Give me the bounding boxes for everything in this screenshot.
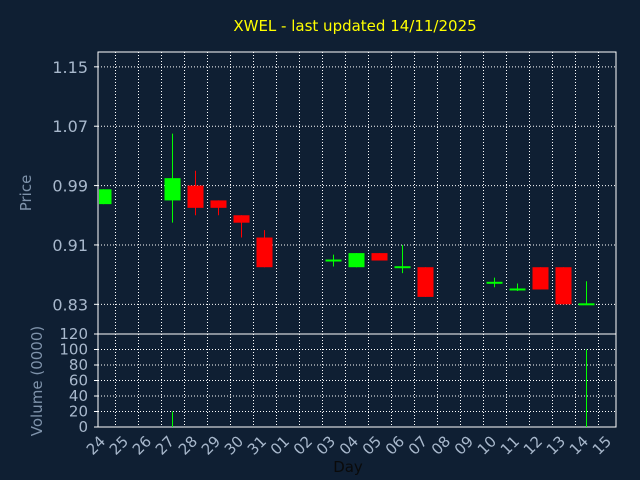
price-tick-label: 0.91 xyxy=(52,236,88,255)
candle-body xyxy=(164,178,181,201)
volume-axis-label: Volume (0000) xyxy=(28,326,46,436)
candle-body xyxy=(555,267,572,305)
x-ticks: 2425262728293031010203040506070809101112… xyxy=(83,432,615,458)
candle-body xyxy=(187,185,204,208)
candle-body xyxy=(99,189,112,205)
price-grid xyxy=(98,52,616,334)
price-y-ticks: 1.15 1.07 0.99 0.91 0.83 xyxy=(52,58,98,314)
volume-bars xyxy=(172,349,587,427)
volume-tick-label: 0 xyxy=(78,418,88,436)
candle xyxy=(210,200,227,216)
candle xyxy=(256,230,273,268)
volume-tick-label: 100 xyxy=(59,341,88,359)
candle xyxy=(394,244,411,274)
volume-tick-label: 20 xyxy=(69,403,88,421)
candle xyxy=(187,170,204,216)
x-axis-label: Day xyxy=(333,458,363,476)
x-tick-label: 15 xyxy=(589,432,615,458)
candle xyxy=(509,283,526,291)
candle-body xyxy=(371,253,388,261)
candle-body xyxy=(325,259,342,262)
candle xyxy=(555,267,572,305)
candle-body xyxy=(210,200,227,208)
candle xyxy=(486,277,503,288)
candle xyxy=(578,281,595,306)
candle-body xyxy=(394,266,411,269)
volume-tick-label: 120 xyxy=(59,325,88,343)
candle xyxy=(371,253,388,261)
price-axis-label: Price xyxy=(17,175,35,212)
candle xyxy=(99,189,112,205)
candle-body xyxy=(486,281,503,284)
candle xyxy=(325,254,342,267)
volume-grid xyxy=(98,334,616,427)
candle xyxy=(417,267,434,297)
price-tick-label: 1.07 xyxy=(52,117,88,136)
volume-tick-label: 80 xyxy=(69,356,88,374)
candle-body xyxy=(348,253,365,268)
candle-body xyxy=(256,237,273,268)
candle-body xyxy=(578,303,595,306)
volume-tick-label: 60 xyxy=(69,372,88,390)
candle-body xyxy=(233,215,250,223)
price-tick-label: 0.99 xyxy=(52,177,88,196)
candle xyxy=(348,253,365,268)
candles xyxy=(99,133,595,306)
candle xyxy=(164,133,181,223)
price-tick-label: 0.83 xyxy=(52,295,88,314)
volume-tick-label: 40 xyxy=(69,387,88,405)
chart-title: XWEL - last updated 14/11/2025 xyxy=(233,17,476,35)
price-tick-label: 1.15 xyxy=(52,58,88,77)
candle-body xyxy=(417,267,434,297)
candle-body xyxy=(509,288,526,291)
candle xyxy=(532,267,549,290)
candle xyxy=(233,215,250,238)
candle-body xyxy=(532,267,549,290)
